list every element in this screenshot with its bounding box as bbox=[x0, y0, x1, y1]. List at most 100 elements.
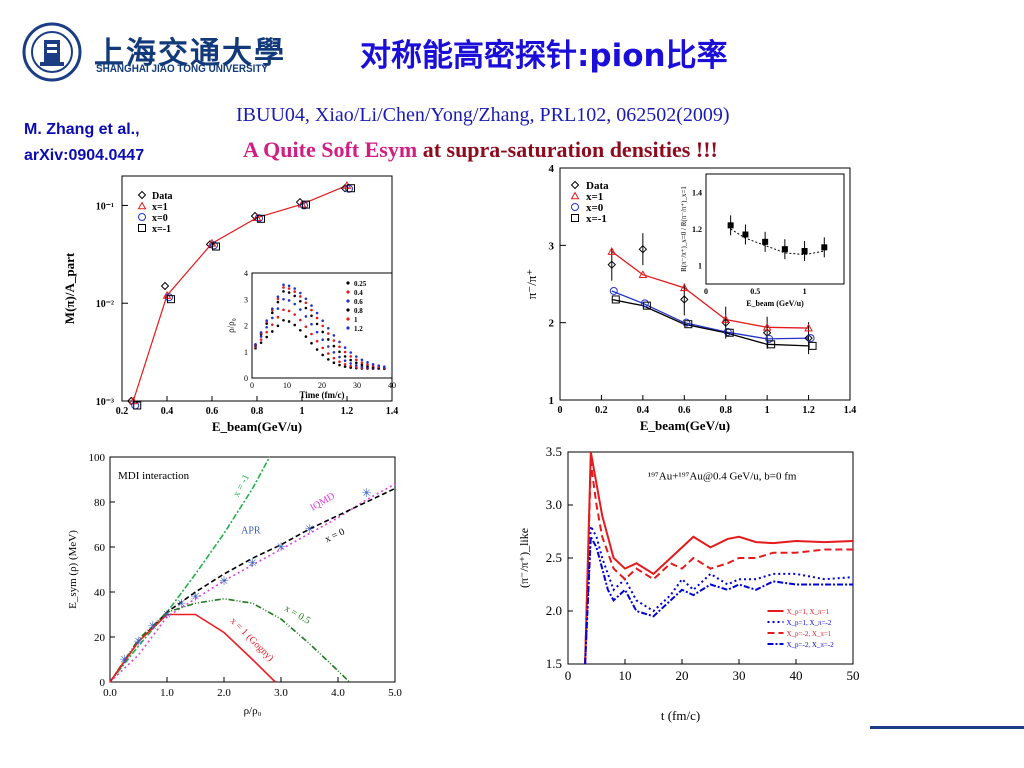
y-axis-label: π⁻/π⁺ bbox=[524, 269, 539, 299]
data-point bbox=[609, 286, 618, 295]
plot-frame bbox=[559, 167, 851, 401]
x-tick-label: 1 bbox=[300, 406, 305, 417]
x-tick-label: 0.8 bbox=[719, 405, 732, 416]
slide-title: 对称能高密探针:pion比率 bbox=[360, 38, 728, 74]
inset-point bbox=[762, 238, 769, 245]
series-line bbox=[109, 456, 271, 683]
inset-point bbox=[343, 362, 347, 366]
inset-point bbox=[254, 343, 257, 346]
legend-marker bbox=[137, 190, 147, 200]
inset-point bbox=[349, 358, 353, 362]
x-tick-label: 30 bbox=[733, 668, 746, 683]
inset-point bbox=[360, 361, 364, 364]
data-point bbox=[762, 322, 772, 331]
inset-point bbox=[332, 351, 336, 354]
y-tick-label: 2 bbox=[549, 318, 555, 330]
pion-time-evolution-chart: 0 10 20 30 40 50 1.5 2.0 2.5 3.0 3.5 t (fm/c) (π⁻/π⁺… bbox=[517, 444, 860, 723]
annotation-iqmd: IQMD bbox=[308, 491, 337, 514]
inset-point bbox=[821, 244, 828, 251]
inset-legend-label: 1 bbox=[354, 316, 358, 324]
footer-bar bbox=[870, 726, 1024, 729]
inset-point bbox=[271, 323, 274, 326]
x-axis-label: E_beam(GeV/u) bbox=[212, 419, 302, 434]
inset-legend-marker bbox=[346, 317, 350, 321]
inset-point bbox=[366, 363, 369, 366]
inset-point bbox=[327, 345, 330, 348]
inset-point bbox=[321, 353, 325, 357]
university-name-cn: 上海交通大學 bbox=[94, 36, 286, 71]
inset-point bbox=[338, 363, 341, 367]
inset-point bbox=[282, 290, 285, 293]
inset-x-tick-label: 20 bbox=[318, 381, 326, 390]
data-point bbox=[131, 401, 140, 410]
inset-y-tick-label: 0 bbox=[244, 374, 248, 383]
inset-y-tick-label: 1.2 bbox=[692, 225, 702, 234]
inset-legend-marker bbox=[346, 290, 350, 294]
y-tick-label: 3 bbox=[549, 240, 555, 252]
legend-marker bbox=[138, 213, 146, 221]
inset-point bbox=[338, 360, 341, 363]
y-tick-label: 0 bbox=[100, 677, 106, 689]
legend-label: x=-1 bbox=[152, 224, 171, 235]
series-line bbox=[584, 451, 854, 665]
inset-point bbox=[371, 362, 375, 366]
inset-point bbox=[304, 306, 308, 310]
legend-label: X_p=1, X_π=-2 bbox=[787, 619, 832, 627]
inset-point bbox=[299, 295, 302, 298]
inset-fit-line bbox=[730, 228, 825, 256]
annotation-x05: x = 0.5 bbox=[282, 603, 312, 627]
legend-label: x=1 bbox=[152, 202, 168, 213]
y-tick-label: 100 bbox=[89, 452, 106, 464]
inset-point bbox=[265, 335, 268, 339]
inset-point bbox=[299, 318, 302, 322]
x-tick-label: 40 bbox=[790, 668, 803, 683]
inset-point bbox=[287, 284, 291, 288]
inset-point bbox=[293, 302, 296, 306]
inset-y-tick-label: 1.4 bbox=[692, 188, 702, 197]
inset-point bbox=[727, 222, 734, 229]
series-line bbox=[584, 533, 853, 665]
data-point bbox=[642, 301, 651, 310]
inset-point bbox=[287, 320, 291, 323]
inset-point bbox=[299, 291, 302, 295]
x-tick-label: 5.0 bbox=[388, 687, 402, 699]
inset-point bbox=[332, 344, 336, 348]
inset-point bbox=[310, 314, 313, 318]
x-tick-label: 1.4 bbox=[844, 405, 857, 416]
inset-x-label: Time (fm/c) bbox=[299, 390, 344, 400]
data-point bbox=[765, 334, 774, 343]
x-tick-label: 0.6 bbox=[678, 405, 691, 416]
legend-label: x=0 bbox=[586, 202, 604, 214]
university-name-en: SHANGHAI JIAO TONG UNIVERSITY bbox=[96, 63, 268, 75]
x-tick-label: 1.2 bbox=[341, 406, 354, 417]
inset-x-tick-label: 40 bbox=[388, 381, 396, 390]
inset-point bbox=[299, 328, 302, 332]
inset-frame bbox=[705, 173, 845, 285]
y-tick-label: 80 bbox=[94, 497, 106, 509]
inset-legend-marker bbox=[346, 308, 350, 312]
y-tick-label: 60 bbox=[94, 542, 106, 554]
inset-point bbox=[781, 246, 788, 253]
data-point bbox=[638, 270, 648, 279]
data-point bbox=[684, 320, 693, 329]
data-point bbox=[167, 295, 175, 304]
inset-y-tick-label: 2 bbox=[244, 322, 248, 331]
inset-point bbox=[271, 330, 274, 333]
y-tick-label: 10⁻³ bbox=[96, 397, 114, 408]
legend-marker bbox=[571, 203, 579, 211]
legend-label: Data bbox=[152, 191, 173, 202]
inset-point bbox=[360, 363, 364, 367]
legend-label: X_p=-2, X_π=1 bbox=[787, 630, 832, 638]
author-citation: M. Zhang et al., arXiv:0904.0447 bbox=[24, 117, 144, 169]
multiplicity-chart: 0.2 0.4 0.6 0.8 1 1.2 1.410⁻¹10⁻²10⁻³E_beam(Ge… bbox=[62, 175, 398, 434]
inset-point bbox=[343, 359, 347, 363]
inset-point bbox=[349, 362, 353, 365]
y-axis-label: (π⁻/π⁺)_like bbox=[517, 528, 531, 588]
data-point bbox=[725, 328, 734, 337]
inset-point bbox=[315, 348, 319, 351]
plot-frame bbox=[109, 456, 396, 683]
x-tick-label: 50 bbox=[847, 668, 860, 683]
annotation-x0: x = 0 bbox=[323, 527, 346, 546]
series-line bbox=[584, 462, 853, 665]
inset-point bbox=[349, 364, 353, 368]
